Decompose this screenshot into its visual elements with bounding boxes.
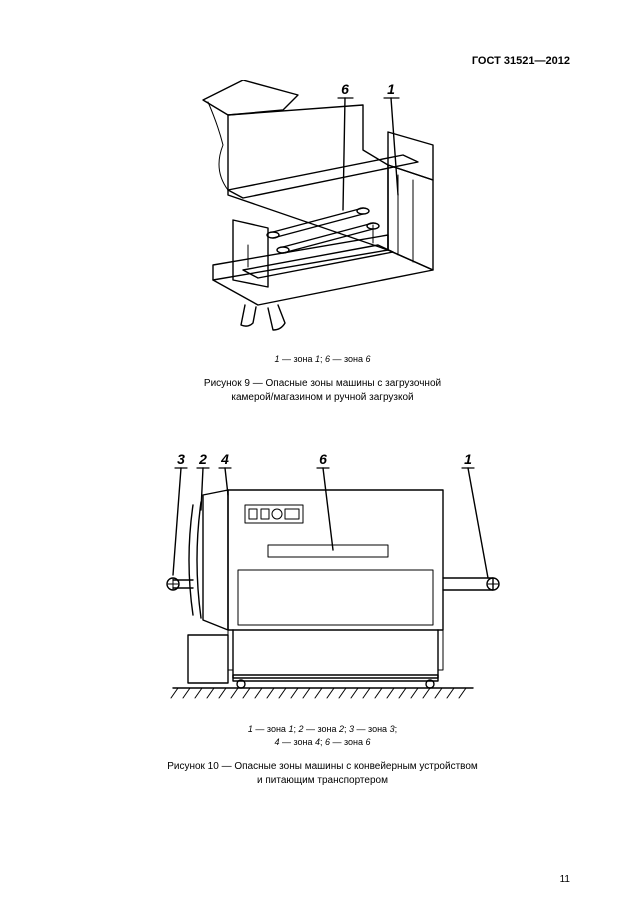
- figure-10-block: 3 2 4 6 1 1 — зона 1; 2 — зона 2; 3 — зо…: [75, 450, 570, 788]
- figure-9-legend: 1 — зона 1; 6 — зона 6: [75, 353, 570, 367]
- figure-10-callout-2: 2: [198, 451, 207, 467]
- figure-9-callout-1: 1: [387, 81, 395, 97]
- figure-9-callout-6: 6: [341, 81, 349, 97]
- figure-9-drawing: 6 1: [75, 80, 570, 345]
- figure-10-drawing: 3 2 4 6 1: [75, 450, 570, 715]
- figure-10-caption: Рисунок 10 — Опасные зоны машины с конве…: [75, 760, 570, 788]
- figure-10-callout-1: 1: [464, 451, 472, 467]
- figure-10-legend: 1 — зона 1; 2 — зона 2; 3 — зона 3; 4 — …: [75, 723, 570, 750]
- figure-9-svg: 6 1: [173, 80, 473, 340]
- page: ГОСТ 31521—2012: [0, 0, 630, 913]
- figure-10-callout-6: 6: [319, 451, 327, 467]
- figure-9-caption: Рисунок 9 — Опасные зоны машины с загруз…: [75, 377, 570, 405]
- figure-10-callout-4: 4: [220, 451, 229, 467]
- figure-10-svg: 3 2 4 6 1: [133, 450, 513, 710]
- figure-9-block: 6 1 1 — зона 1; 6 — зона 6 Рисунок 9 — О…: [75, 80, 570, 405]
- document-header: ГОСТ 31521—2012: [472, 55, 570, 67]
- figure-10-callout-3: 3: [177, 451, 185, 467]
- page-number: 11: [560, 874, 570, 885]
